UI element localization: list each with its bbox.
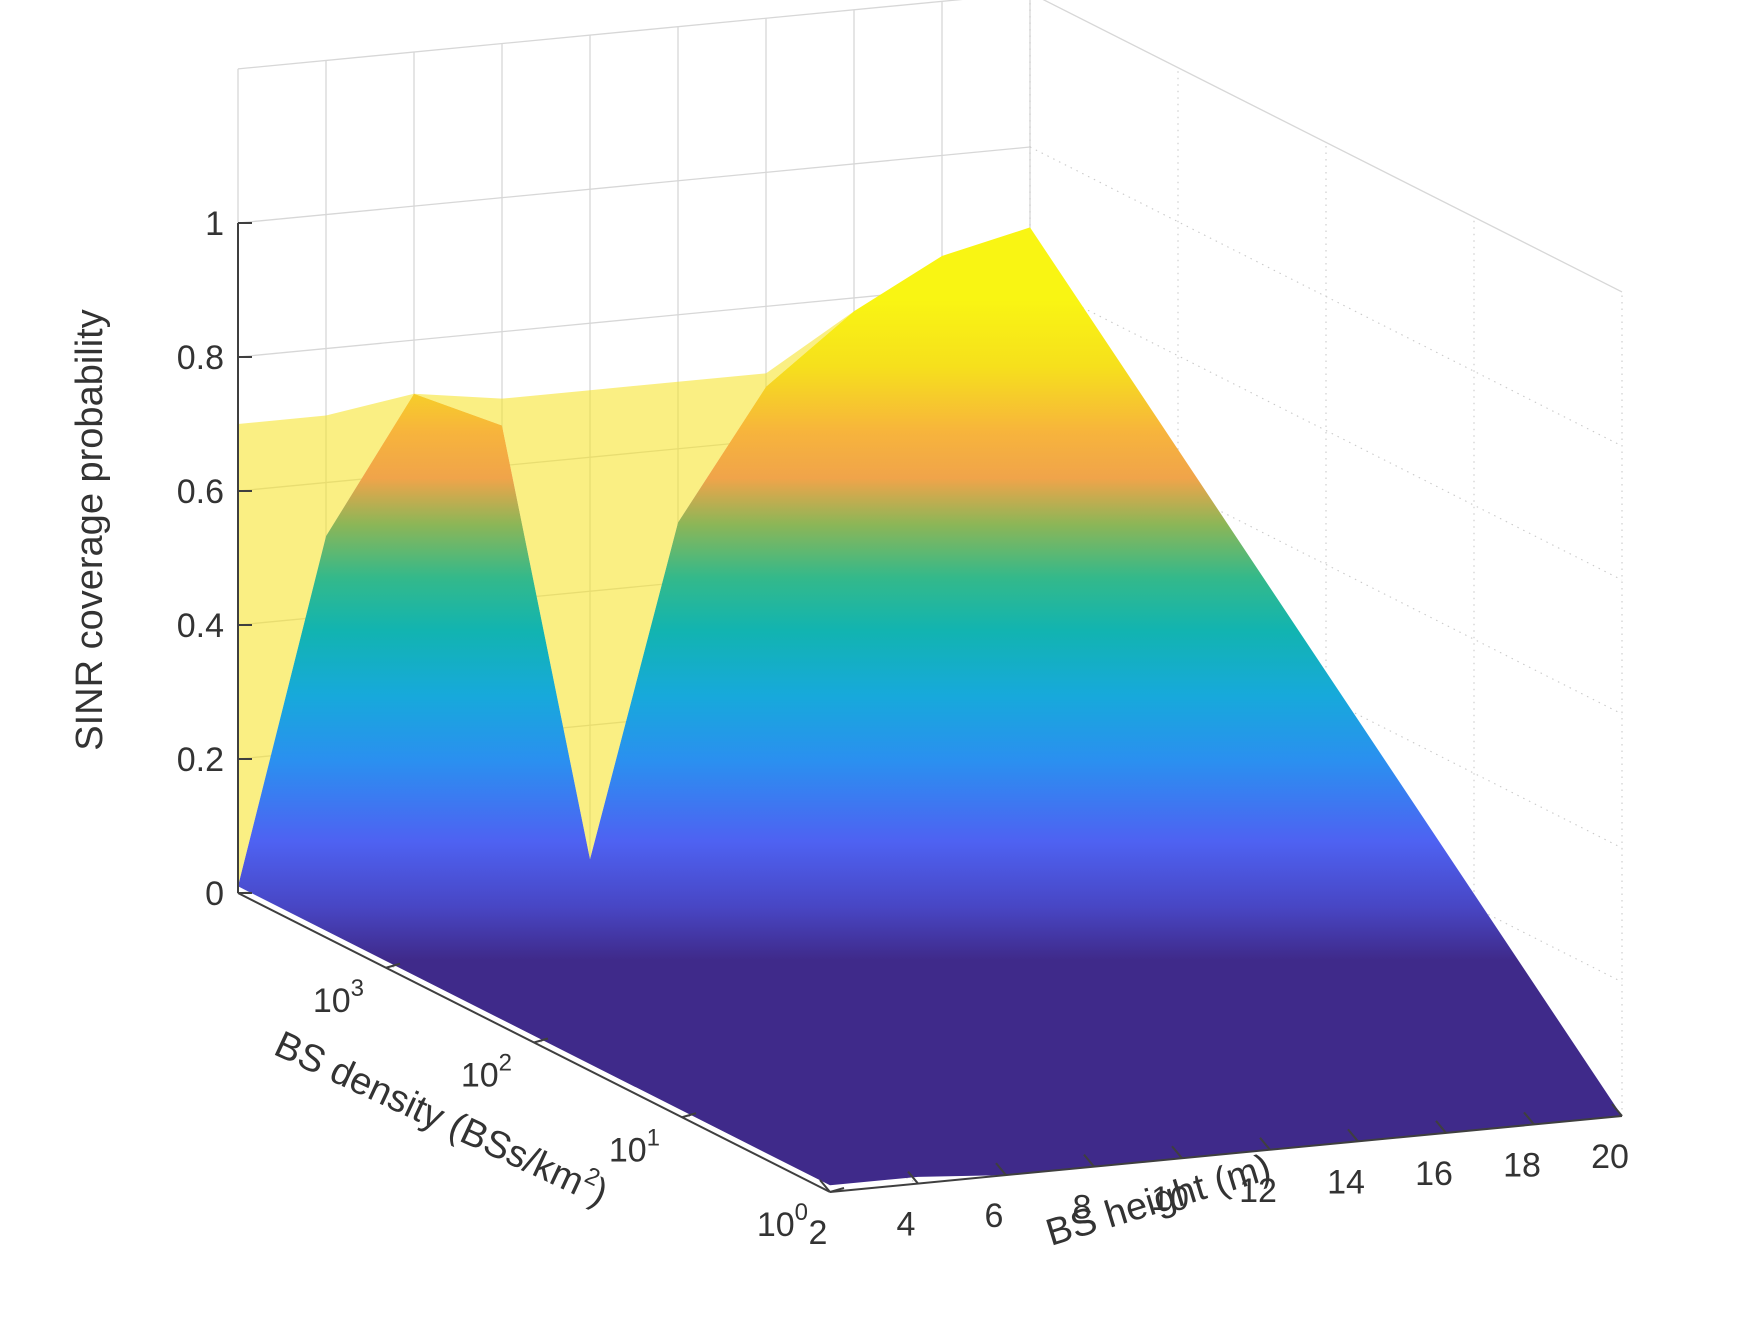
x-tick-label-0: 2	[809, 1214, 828, 1252]
x-tick-label-3: 8	[1073, 1189, 1092, 1227]
surface-top-face	[238, 227, 1030, 887]
x-tick-mark-6	[1347, 1128, 1359, 1142]
x-axis-ticks: 2 4 6 8 10 12 14 16 18 20	[809, 1103, 1629, 1252]
coverage-surface	[238, 227, 1622, 1186]
x-tick-label-7: 16	[1415, 1155, 1453, 1193]
z-axis-label: SINR coverage probability	[69, 309, 111, 750]
y-tick-label-2: 102	[461, 1050, 512, 1095]
z-tick-label-3: 0.6	[177, 473, 224, 511]
z-axis-ticks: 0 0.2 0.4 0.6 0.8 1	[177, 205, 252, 913]
y-tick-mark-3	[385, 962, 401, 969]
x-tick-mark-9	[1611, 1103, 1623, 1117]
x-tick-mark-4	[1171, 1145, 1183, 1159]
y-axis-ticks: 100 101 102 103	[313, 962, 845, 1244]
x-tick-label-8: 18	[1503, 1146, 1541, 1184]
x-tick-mark-0	[819, 1179, 831, 1193]
x-tick-mark-3	[1083, 1154, 1095, 1168]
z-tick-label-1: 0.2	[177, 741, 224, 779]
y-tick-label-0: 100	[757, 1199, 808, 1244]
y-tick-label-3: 103	[313, 975, 364, 1020]
grid-line-right-wall-z-4	[1029, 280, 1623, 581]
y-tick-mark-0	[829, 1187, 845, 1193]
grid-line-back-wall-z-5	[237, 146, 1031, 224]
z-tick-label-0: 0	[205, 875, 224, 913]
x-tick-label-4: 10	[1151, 1180, 1189, 1218]
y-axis-label-main: BS density (BSs/km	[268, 1024, 590, 1204]
x-tick-label-6: 14	[1327, 1163, 1365, 1201]
y-tick-mark-2	[533, 1037, 549, 1044]
x-tick-mark-7	[1435, 1120, 1447, 1134]
x-tick-label-2: 6	[985, 1197, 1004, 1235]
x-tick-label-1: 4	[897, 1206, 916, 1244]
surface-front-face	[238, 227, 1622, 1186]
x-tick-mark-5	[1259, 1137, 1271, 1151]
y-tick-mark-1	[681, 1112, 697, 1119]
x-tick-mark-2	[995, 1162, 1007, 1176]
x-tick-label-9: 20	[1591, 1138, 1629, 1176]
grid-top-frame	[237, 0, 1623, 293]
z-tick-label-5: 1	[205, 205, 224, 243]
x-axis-line	[829, 1115, 1623, 1193]
x-tick-label-5: 12	[1239, 1172, 1277, 1210]
y-tick-label-1: 101	[609, 1124, 660, 1169]
x-tick-mark-1	[907, 1170, 919, 1185]
z-tick-label-4: 0.8	[177, 339, 224, 377]
x-tick-mark-8	[1523, 1111, 1535, 1126]
z-tick-label-2: 0.4	[177, 607, 224, 645]
